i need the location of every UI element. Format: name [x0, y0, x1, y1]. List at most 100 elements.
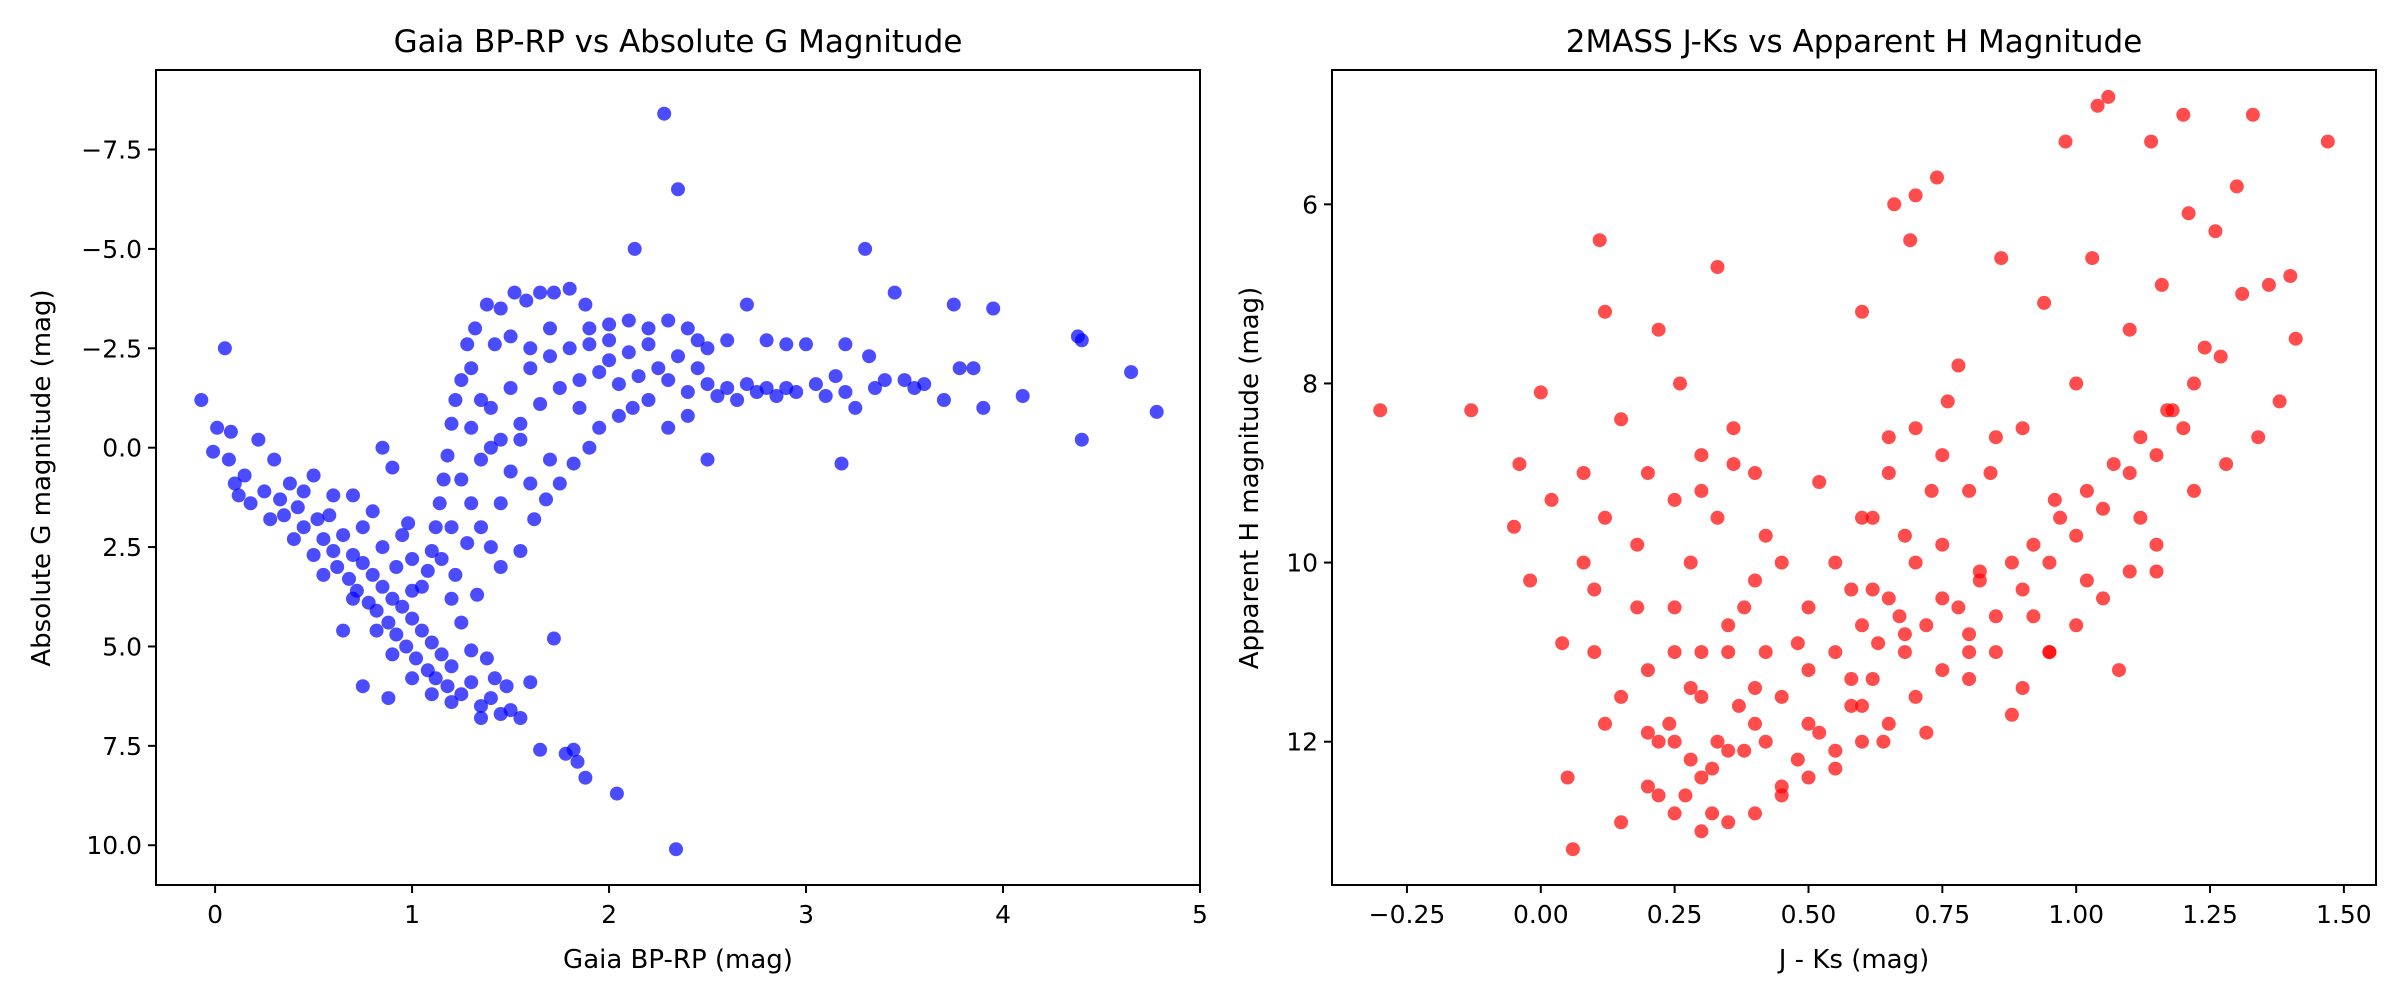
data-point: [499, 679, 514, 694]
data-point: [474, 452, 488, 467]
data-point: [493, 496, 508, 511]
data-point: [2122, 466, 2137, 480]
data-point: [474, 711, 488, 725]
data-point: [621, 345, 636, 360]
data-point: [759, 381, 774, 395]
data-point: [1662, 716, 1677, 731]
data-point: [277, 508, 291, 523]
data-point: [1598, 716, 1612, 731]
data-point: [1705, 761, 1720, 776]
data-point: [1919, 618, 1934, 633]
y-tick-label: −5.0: [81, 235, 142, 264]
data-point: [282, 476, 297, 491]
data-point: [1710, 734, 1725, 749]
data-point: [454, 615, 469, 630]
data-point: [1721, 743, 1736, 758]
y-tick-label: 7.5: [102, 732, 142, 761]
data-point: [381, 615, 396, 630]
data-point: [543, 349, 557, 364]
data-point: [572, 373, 587, 388]
data-point: [1630, 537, 1645, 552]
data-point: [1844, 582, 1859, 597]
data-point: [1972, 573, 1987, 588]
data-point: [493, 560, 508, 574]
data-point: [572, 400, 587, 415]
data-point: [424, 687, 439, 702]
data-point: [420, 563, 435, 578]
data-point: [1721, 645, 1736, 660]
data-point: [897, 373, 912, 388]
data-point: [2015, 421, 2030, 436]
data-point: [487, 671, 502, 686]
data-point: [1640, 779, 1655, 794]
data-point: [1951, 600, 1966, 615]
data-point: [1737, 743, 1752, 758]
data-point: [1855, 618, 1869, 633]
data-point: [523, 361, 538, 376]
data-point: [976, 400, 991, 415]
data-point: [602, 353, 617, 368]
data-point: [2229, 179, 2244, 194]
x-tick-label: 0.75: [1915, 900, 1971, 929]
data-point: [1640, 466, 1655, 480]
data-point: [1614, 689, 1629, 704]
data-point: [759, 333, 774, 348]
data-point: [223, 424, 238, 439]
data-point: [2085, 251, 2100, 266]
data-point: [428, 520, 443, 535]
data-point: [2208, 224, 2223, 239]
data-point: [346, 548, 360, 562]
data-point: [2176, 421, 2191, 436]
data-point: [2058, 134, 2073, 149]
data-point: [389, 627, 404, 642]
data-point: [365, 504, 380, 519]
data-point: [2176, 107, 2191, 122]
data-point: [680, 385, 695, 399]
data-point: [671, 349, 685, 364]
data-point: [2144, 134, 2159, 149]
data-point: [533, 742, 548, 757]
data-point: [1630, 600, 1645, 615]
data-point: [2149, 564, 2164, 579]
data-point: [395, 599, 410, 614]
data-point: [519, 293, 534, 308]
data-point: [1523, 573, 1538, 588]
data-point: [503, 464, 518, 479]
data-point: [310, 512, 325, 527]
data-point: [1678, 788, 1693, 803]
data-point: [414, 623, 429, 638]
data-point: [503, 381, 518, 395]
data-point: [2272, 394, 2287, 409]
data-point: [1726, 421, 1741, 436]
data-point: [1844, 698, 1859, 713]
data-point: [1892, 609, 1907, 624]
data-point: [1587, 582, 1602, 597]
data-point: [582, 440, 597, 455]
data-point: [483, 691, 498, 706]
data-point: [251, 432, 266, 447]
data-point: [448, 567, 463, 582]
data-point: [546, 631, 561, 646]
data-point: [1881, 591, 1896, 606]
data-point: [243, 496, 258, 511]
data-point: [1640, 663, 1655, 678]
data-point: [578, 770, 593, 785]
x-tick-label: 3: [798, 900, 814, 929]
y-tick-label: 10.0: [86, 831, 142, 860]
data-point: [1614, 412, 1629, 427]
data-point: [365, 567, 380, 582]
data-point: [1930, 170, 1944, 185]
data-point: [1935, 537, 1950, 552]
data-point: [818, 389, 833, 403]
data-point: [700, 452, 715, 467]
data-point: [2042, 555, 2057, 570]
data-point: [1074, 333, 1089, 348]
data-point: [710, 389, 725, 403]
data-point: [267, 452, 282, 467]
data-point: [389, 560, 404, 574]
data-point: [454, 373, 469, 388]
data-point: [474, 520, 488, 535]
data-point: [2037, 295, 2052, 310]
data-point: [444, 659, 459, 674]
data-point: [1801, 716, 1816, 731]
